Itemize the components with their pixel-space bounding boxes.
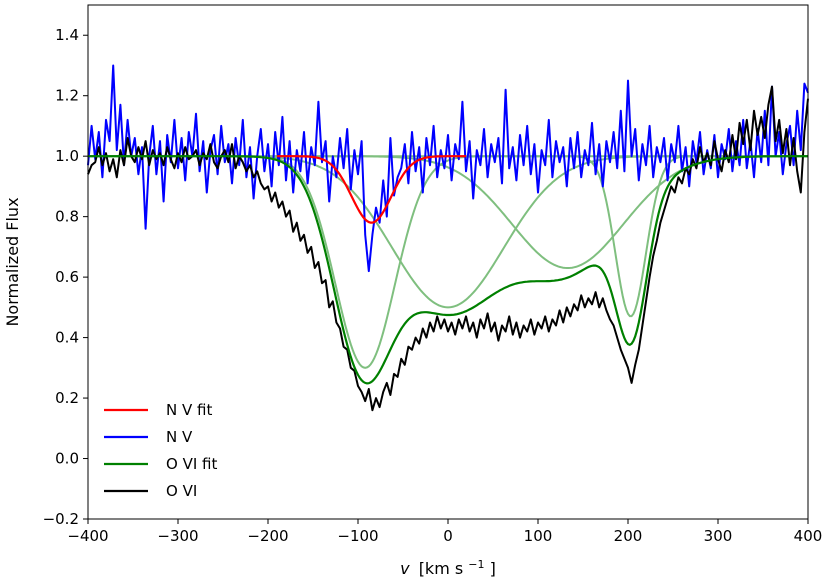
ovi-fit-line bbox=[88, 155, 808, 385]
x-tick-label: −300 bbox=[157, 527, 198, 545]
ovi-component-2 bbox=[88, 155, 808, 309]
y-tick-label: 1.0 bbox=[55, 147, 79, 165]
y-tick-label: 0.6 bbox=[55, 268, 79, 286]
legend-label: N V bbox=[166, 428, 193, 446]
y-tick-label: 1.4 bbox=[55, 26, 79, 44]
x-tick-label: 0 bbox=[443, 527, 453, 545]
ovi-spectrum-line bbox=[87, 85, 809, 412]
y-tick-label: 1.2 bbox=[55, 87, 79, 105]
component-profiles bbox=[88, 155, 808, 369]
y-tick-label: 0.4 bbox=[55, 329, 79, 347]
y-tick-label: −0.2 bbox=[43, 510, 79, 528]
x-tick-label: −400 bbox=[67, 527, 108, 545]
x-axis-label-units: [km s bbox=[419, 559, 464, 578]
x-tick-label: −100 bbox=[337, 527, 378, 545]
y-axis-ticks: −0.2 0.0 0.2 0.4 0.6 0.8 1.0 1.2 1.4 bbox=[43, 26, 88, 528]
x-axis-label-close: ] bbox=[490, 559, 496, 578]
nv-fit-line bbox=[277, 155, 466, 224]
y-tick-label: 0.2 bbox=[55, 389, 79, 407]
x-axis-label-symbol: v bbox=[400, 559, 410, 578]
x-tick-label: 100 bbox=[524, 527, 553, 545]
ovi-component-1 bbox=[88, 155, 808, 369]
legend-label: O VI fit bbox=[166, 455, 217, 473]
x-axis-ticks: −400 −300 −200 −100 0 100 200 300 400 bbox=[67, 519, 822, 545]
plot-frame bbox=[87, 4, 809, 520]
x-axis-label-exponent: −1 bbox=[468, 558, 484, 571]
legend-label: O VI bbox=[166, 482, 197, 500]
spectra-layer bbox=[87, 64, 809, 412]
x-tick-label: −200 bbox=[247, 527, 288, 545]
y-tick-label: 0.0 bbox=[55, 450, 79, 468]
legend-label: N V fit bbox=[166, 401, 212, 419]
x-tick-label: 200 bbox=[614, 527, 643, 545]
ovi-component-3 bbox=[88, 155, 808, 269]
x-tick-label: 300 bbox=[704, 527, 733, 545]
ovi-component-4 bbox=[88, 155, 808, 318]
y-axis-label: Normalized Flux bbox=[3, 197, 22, 326]
x-tick-label: 400 bbox=[794, 527, 823, 545]
fit-layer bbox=[88, 155, 808, 385]
legend: N V fit N V O VI fit O VI bbox=[104, 401, 217, 500]
x-axis-label: v [km s −1 ] bbox=[400, 553, 496, 578]
y-tick-label: 0.8 bbox=[55, 208, 79, 226]
